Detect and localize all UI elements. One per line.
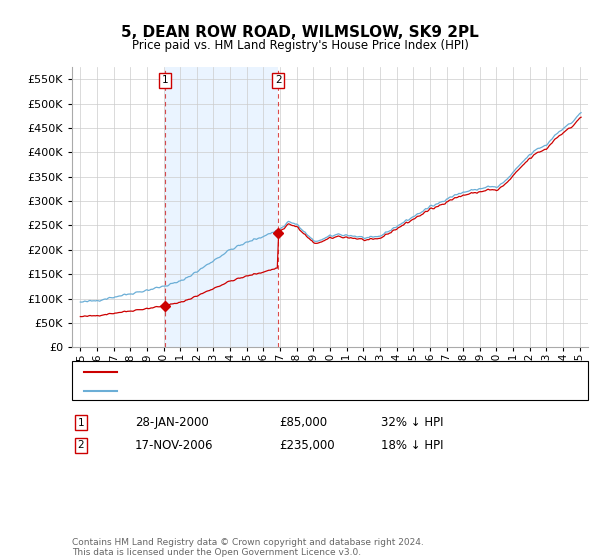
Text: 1: 1 (77, 418, 85, 428)
Text: 2: 2 (77, 440, 85, 450)
Bar (165, 67, 278, 347)
Text: 5, DEAN ROW ROAD, WILMSLOW, SK9 2PL (detached house): 5, DEAN ROW ROAD, WILMSLOW, SK9 2PL (det… (123, 367, 453, 377)
Text: 5, DEAN ROW ROAD, WILMSLOW, SK9 2PL: 5, DEAN ROW ROAD, WILMSLOW, SK9 2PL (121, 25, 479, 40)
Text: 2: 2 (275, 76, 281, 85)
Text: 18% ↓ HPI: 18% ↓ HPI (381, 438, 443, 452)
Text: Price paid vs. HM Land Registry's House Price Index (HPI): Price paid vs. HM Land Registry's House … (131, 39, 469, 52)
Text: 1: 1 (161, 76, 168, 85)
Text: 28-JAN-2000: 28-JAN-2000 (135, 416, 209, 430)
Text: HPI: Average price, detached house, Cheshire East: HPI: Average price, detached house, Ches… (123, 386, 400, 395)
Text: £85,000: £85,000 (279, 416, 327, 430)
Text: 17-NOV-2006: 17-NOV-2006 (135, 438, 214, 452)
Text: Contains HM Land Registry data © Crown copyright and database right 2024.
This d: Contains HM Land Registry data © Crown c… (72, 538, 424, 557)
Text: 32% ↓ HPI: 32% ↓ HPI (381, 416, 443, 430)
Text: £235,000: £235,000 (279, 438, 335, 452)
